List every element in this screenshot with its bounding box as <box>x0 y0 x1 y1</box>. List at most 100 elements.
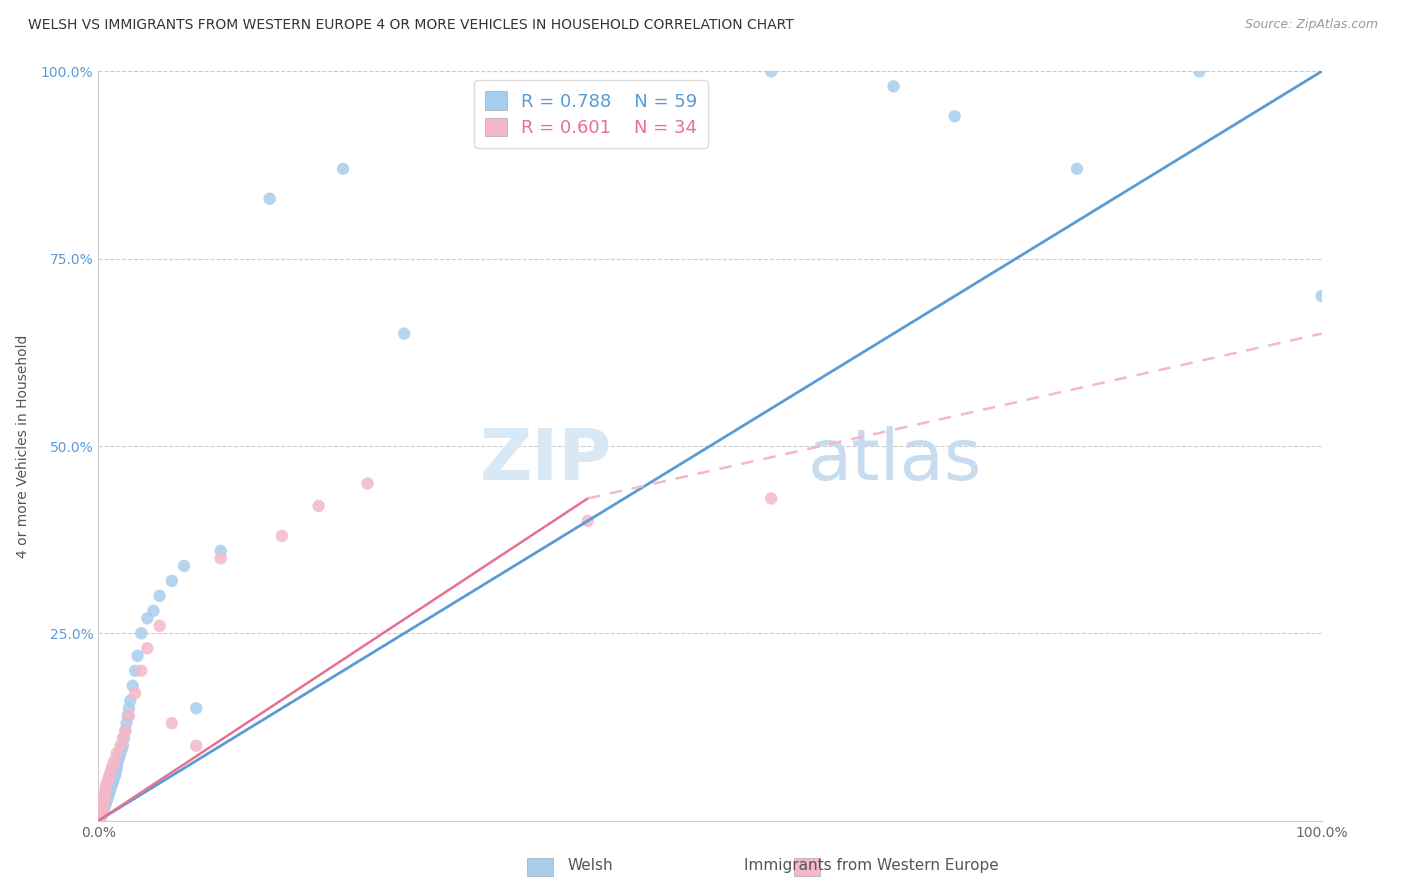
Point <box>1066 161 1088 176</box>
Point <box>91 802 114 816</box>
Text: atlas: atlas <box>808 426 983 495</box>
Point <box>101 757 124 772</box>
Point <box>103 754 125 768</box>
Point <box>129 664 152 678</box>
Point <box>97 783 120 797</box>
Point <box>259 192 281 206</box>
Point <box>100 764 122 779</box>
Point <box>136 641 159 656</box>
Point <box>142 604 165 618</box>
Point <box>392 326 416 341</box>
Point <box>107 754 129 768</box>
Point <box>94 791 117 805</box>
Point <box>91 798 114 813</box>
Point <box>93 795 115 809</box>
Point <box>96 792 118 806</box>
Point <box>100 782 122 797</box>
Point <box>98 785 121 799</box>
Point <box>101 778 124 792</box>
Point <box>112 731 135 746</box>
Point <box>129 626 152 640</box>
Point <box>149 619 172 633</box>
Point <box>883 79 905 94</box>
Point <box>120 694 142 708</box>
Point <box>98 769 121 783</box>
Point <box>173 558 195 573</box>
Point <box>94 797 117 812</box>
Point <box>356 476 378 491</box>
Point <box>101 774 124 789</box>
Point <box>114 723 136 738</box>
Point <box>94 783 117 797</box>
Point <box>118 708 141 723</box>
Point <box>100 776 122 790</box>
Point <box>98 780 121 794</box>
Point <box>101 769 124 783</box>
Point <box>90 806 112 821</box>
Point <box>124 686 146 700</box>
Point <box>118 701 141 715</box>
Point <box>96 776 118 790</box>
Point <box>270 529 294 543</box>
Point <box>576 514 599 528</box>
Point <box>105 757 128 772</box>
Point <box>111 731 134 746</box>
Point <box>209 551 232 566</box>
Point <box>103 764 125 779</box>
Point <box>97 772 120 787</box>
Point <box>186 701 208 715</box>
Point <box>149 589 172 603</box>
Point <box>124 664 146 678</box>
Point <box>943 109 966 123</box>
Point <box>761 491 783 506</box>
Point <box>160 574 183 588</box>
Point <box>114 723 136 738</box>
Point <box>89 811 111 825</box>
Point <box>91 806 114 821</box>
Point <box>105 746 128 760</box>
Point <box>91 807 114 822</box>
Point <box>115 716 138 731</box>
Point <box>93 788 115 802</box>
Point <box>89 812 111 826</box>
Point <box>186 739 208 753</box>
Point <box>110 746 132 760</box>
Text: Welsh: Welsh <box>568 858 613 872</box>
Text: Source: ZipAtlas.com: Source: ZipAtlas.com <box>1244 18 1378 31</box>
Point <box>90 810 112 824</box>
Point <box>136 611 159 625</box>
Text: WELSH VS IMMIGRANTS FROM WESTERN EUROPE 4 OR MORE VEHICLES IN HOUSEHOLD CORRELAT: WELSH VS IMMIGRANTS FROM WESTERN EUROPE … <box>28 18 794 32</box>
Point <box>160 716 183 731</box>
Point <box>121 679 143 693</box>
Point <box>103 770 125 784</box>
Text: ZIP: ZIP <box>479 426 612 495</box>
Point <box>90 810 112 824</box>
Point <box>761 64 783 78</box>
Point <box>91 802 114 816</box>
Point <box>127 648 149 663</box>
Point <box>91 798 114 813</box>
Point <box>101 772 124 787</box>
Point <box>105 761 128 775</box>
Legend: R = 0.788    N = 59, R = 0.601    N = 34: R = 0.788 N = 59, R = 0.601 N = 34 <box>474 80 709 148</box>
Point <box>209 544 232 558</box>
Text: Immigrants from Western Europe: Immigrants from Western Europe <box>744 858 1000 872</box>
Point <box>111 742 134 756</box>
Point <box>1310 289 1333 303</box>
Point <box>97 789 120 804</box>
Point <box>308 499 330 513</box>
Point <box>108 750 131 764</box>
Point <box>104 767 127 781</box>
Point <box>332 161 354 176</box>
Point <box>101 761 124 775</box>
Point <box>96 788 118 802</box>
Point <box>91 805 114 819</box>
Point <box>111 739 134 753</box>
Point <box>117 708 139 723</box>
Point <box>1188 64 1211 78</box>
Point <box>91 795 114 809</box>
Y-axis label: 4 or more Vehicles in Household: 4 or more Vehicles in Household <box>15 334 30 558</box>
Point <box>93 791 115 805</box>
Point <box>94 780 117 794</box>
Point <box>110 739 132 753</box>
